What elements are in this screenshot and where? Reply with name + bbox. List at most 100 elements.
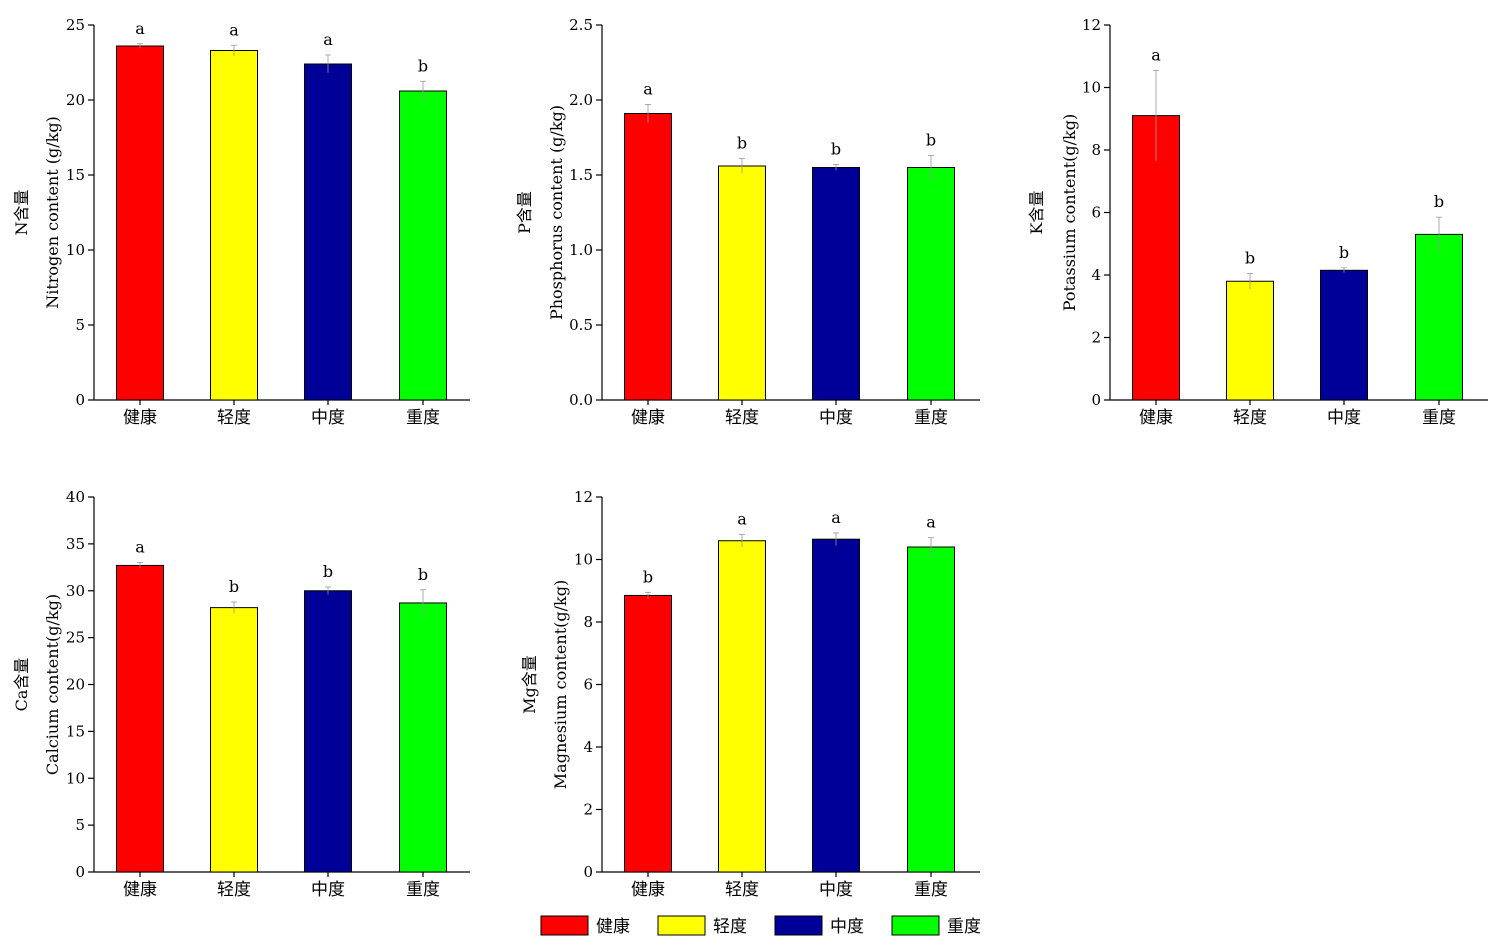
significance-label: b: [737, 134, 747, 153]
y-tick-label: 0: [75, 391, 85, 409]
y-tick-label: 10: [66, 241, 85, 259]
bar: [1320, 269, 1368, 401]
y-axis-label-zh: K含量: [1027, 191, 1046, 235]
y-tick-label: 10: [1082, 79, 1101, 97]
bar: [399, 90, 447, 401]
significance-label: b: [1339, 243, 1349, 262]
x-tick-label: 重度: [406, 880, 440, 900]
y-axis-label-zh: Mg含量: [520, 655, 539, 714]
x-tick-label: 重度: [914, 880, 948, 900]
x-tick-label: 健康: [1139, 408, 1173, 428]
y-tick-label: 2: [583, 801, 593, 819]
x-tick-label: 轻度: [217, 880, 251, 900]
x-tick-label: 中度: [819, 880, 853, 900]
legend: 健康 轻度 中度 重度: [540, 915, 981, 937]
x-tick-label: 健康: [631, 880, 665, 900]
legend-item: 中度: [774, 915, 864, 937]
significance-label: b: [1434, 192, 1444, 211]
y-tick-label: 6: [583, 676, 593, 694]
bar: [210, 50, 258, 401]
y-axis-label: Magnesium content(g/kg): [551, 580, 570, 789]
x-tick-label: 轻度: [725, 880, 759, 900]
y-axis-label: Phosphorus content (g/kg): [547, 105, 566, 320]
bar: [907, 167, 955, 401]
y-axis-label: Nitrogen content (g/kg): [43, 116, 62, 309]
bar: [718, 165, 766, 401]
y-tick-label: 10: [574, 551, 593, 569]
chart-panel-3: 0 2 4 6 8 10 12 a 健康 b 轻度 b 中度 b 重度 K含量 Potassium conten…: [1027, 16, 1488, 428]
legend-item: 健康: [540, 915, 630, 937]
significance-label: b: [831, 140, 841, 159]
y-tick-label: 4: [583, 738, 593, 756]
significance-label: b: [229, 577, 239, 596]
y-tick-label: 6: [1091, 204, 1101, 222]
y-tick-label: 1.0: [569, 241, 593, 259]
significance-label: b: [926, 131, 936, 150]
legend-item: 重度: [891, 915, 981, 937]
y-tick-label: 8: [583, 613, 593, 631]
chart-panel-5: 0 2 4 6 8 10 12 b 健康 a 轻度 a 中度 a 重度 Mg含量 Magnesium conte…: [520, 488, 980, 900]
y-axis-label-zh: Ca含量: [12, 658, 31, 712]
y-tick-label: 15: [66, 166, 85, 184]
x-tick-label: 重度: [1422, 408, 1456, 428]
x-tick-label: 中度: [311, 880, 345, 900]
y-tick-label: 2.5: [569, 16, 593, 34]
y-tick-label: 5: [75, 316, 85, 334]
y-tick-label: 20: [66, 91, 85, 109]
significance-label: b: [418, 56, 428, 75]
y-tick-label: 0.0: [569, 391, 593, 409]
y-tick-label: 4: [1091, 266, 1101, 284]
x-tick-label: 中度: [819, 408, 853, 428]
x-tick-label: 轻度: [725, 408, 759, 428]
significance-label: a: [831, 508, 841, 527]
y-axis-label: Calcium content(g/kg): [43, 594, 62, 775]
bar: [812, 167, 860, 401]
x-tick-label: 重度: [406, 408, 440, 428]
chart-panel-1: 0 5 10 15 20 25 a 健康 a 轻度 a 中度 b 重度 N含量 Nitrogen conten…: [12, 16, 470, 428]
y-tick-label: 10: [66, 769, 85, 787]
significance-label: b: [323, 562, 333, 581]
y-axis-label-zh: N含量: [12, 189, 31, 235]
significance-label: a: [229, 20, 239, 39]
legend-label: 中度: [830, 917, 864, 937]
x-tick-label: 健康: [123, 408, 157, 428]
y-tick-label: 2.0: [569, 91, 593, 109]
y-tick-label: 0: [75, 863, 85, 881]
bar: [907, 546, 955, 873]
y-axis-label-zh: P含量: [515, 191, 534, 234]
y-axis-label: Potassium content(g/kg): [1060, 114, 1079, 311]
legend-label: 轻度: [713, 917, 747, 937]
significance-label: a: [643, 80, 653, 99]
y-tick-label: 40: [66, 488, 85, 506]
y-tick-label: 15: [66, 722, 85, 740]
x-tick-label: 轻度: [217, 408, 251, 428]
y-tick-label: 12: [1082, 16, 1101, 34]
significance-label: a: [135, 19, 145, 38]
x-tick-label: 健康: [123, 880, 157, 900]
bar: [116, 45, 164, 401]
y-tick-label: 8: [1091, 141, 1101, 159]
bar: [304, 63, 352, 401]
legend-swatch: [891, 915, 940, 936]
y-tick-label: 20: [66, 676, 85, 694]
y-tick-label: 35: [66, 535, 85, 553]
y-tick-label: 30: [66, 582, 85, 600]
bar: [718, 540, 766, 873]
y-tick-label: 0: [1091, 391, 1101, 409]
bar: [1132, 115, 1180, 401]
x-tick-label: 轻度: [1233, 408, 1267, 428]
bar: [624, 113, 672, 401]
bar: [812, 538, 860, 873]
y-tick-label: 12: [574, 488, 593, 506]
legend-item: 轻度: [657, 915, 747, 937]
significance-label: a: [926, 513, 936, 532]
significance-label: b: [643, 567, 653, 586]
significance-label: a: [1151, 45, 1161, 64]
bar: [304, 590, 352, 873]
y-tick-label: 1.5: [569, 166, 593, 184]
significance-label: b: [1245, 248, 1255, 267]
x-tick-label: 中度: [1327, 408, 1361, 428]
legend-swatch: [657, 915, 706, 936]
chart-panel-4: 0 5 10 15 20 25 30 35 40 a 健康 b 轻度 b 中度 b 重度 Ca含量 Calcium …: [12, 488, 470, 900]
x-tick-label: 中度: [311, 408, 345, 428]
